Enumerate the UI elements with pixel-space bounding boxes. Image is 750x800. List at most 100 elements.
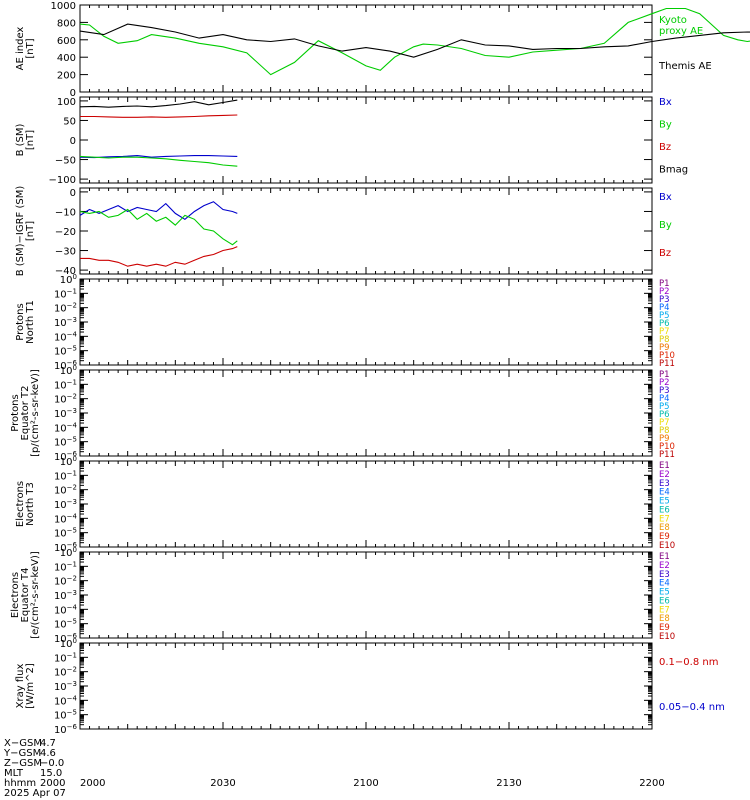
legend-entry: proxy AE <box>659 26 703 37</box>
legend-entry: P5 <box>659 311 670 321</box>
y-tick-label: 10−2 <box>54 302 77 315</box>
legend-entry: P11 <box>659 450 675 460</box>
y-tick-label: 200 <box>57 71 76 82</box>
legend-entry: E5 <box>659 588 670 598</box>
y-tick-label: 10−5 <box>54 345 77 358</box>
y-tick-label: 10−5 <box>54 527 77 540</box>
legend-entry: E2 <box>659 561 670 571</box>
legend-entry: P2 <box>659 378 670 388</box>
legend-entry: E3 <box>659 570 670 580</box>
y-tick-label: −100 <box>49 175 76 186</box>
y-axis-label: Protons <box>10 394 21 431</box>
legend-entry: By <box>659 120 672 131</box>
y-tick-label: 10−2 <box>54 484 77 497</box>
y-tick-label: 10−3 <box>54 680 77 693</box>
legend-entry: E1 <box>659 461 670 471</box>
legend: 0.1−0.8 nm 0.05−0.4 nm <box>659 657 725 713</box>
legend-entry: P3 <box>659 386 670 396</box>
x-tick-label: 2030 <box>210 778 235 789</box>
plot-frame <box>79 278 653 366</box>
series-line-by <box>79 208 238 246</box>
plot-frame <box>79 460 653 548</box>
legend-entry: P6 <box>659 410 670 420</box>
y-axis-label: Protons <box>15 303 26 340</box>
footer-value: 2000 <box>40 778 65 789</box>
legend-entry: E6 <box>659 596 670 606</box>
legend-entry: By <box>659 220 672 231</box>
legend-entry: Bz <box>659 142 671 153</box>
y-axis-label: [e/(cm²-s-sr-keV)] <box>30 551 41 639</box>
series-line-bx <box>79 155 238 159</box>
y-tick-label: 10−5 <box>54 618 77 631</box>
y-tick-label: 10−4 <box>54 694 78 707</box>
panel-2: −100 −50 0 50 100 B (SM) [nT] Bx By Bz Bmag <box>15 96 688 186</box>
footer-value: 4.6 <box>40 748 56 759</box>
y-axis-label: [nT] <box>25 221 36 241</box>
y-tick-label: 1000 <box>51 1 76 12</box>
y-axis-label: North T3 <box>25 482 36 526</box>
y-tick-label: 600 <box>57 36 76 47</box>
legend-entry: E7 <box>659 605 670 615</box>
plot-frame <box>79 551 653 639</box>
legend-entry: P10 <box>659 442 675 452</box>
y-tick-label: 100 <box>60 364 77 377</box>
legend-entry: P7 <box>659 327 670 337</box>
series-line-bmag <box>79 99 238 108</box>
y-tick-label: 100 <box>57 97 76 108</box>
y-axis-label: [nT] <box>25 38 36 58</box>
y-tick-label: 10−4 <box>54 603 78 616</box>
panel-1: 0 200 400 600 800 1000 AE index [nT] Kyotoproxy … <box>15 1 750 99</box>
legend-entry: P8 <box>659 335 670 345</box>
legend-entry: E4 <box>659 488 670 498</box>
y-tick-label: 10−3 <box>54 407 77 420</box>
y-tick-label: −20 <box>55 227 76 238</box>
y-axis-label: B (SM) <box>15 123 26 156</box>
y-axis-label: B (SM)−IGRF (SM) <box>15 186 26 277</box>
y-tick-label: 800 <box>57 18 76 29</box>
y-axis-label: North T1 <box>25 300 36 344</box>
y-tick-label: 10−1 <box>54 651 77 664</box>
plot-frame <box>79 187 653 275</box>
y-tick-label: 50 <box>63 116 76 127</box>
y-tick-label: 400 <box>57 53 76 64</box>
y-tick-label: 10−3 <box>54 589 77 602</box>
y-tick-label: 0 <box>70 136 76 147</box>
y-tick-label: −40 <box>55 266 76 277</box>
legend-entry: P5 <box>659 402 670 412</box>
legend-entry: P8 <box>659 426 670 436</box>
panel-3: −40 −30 −20 −10 0 B (SM)−IGRF (SM) [nT] Bx By Bz <box>15 186 672 277</box>
y-tick-label: 10−2 <box>54 666 77 679</box>
y-axis-label: [nT] <box>25 130 36 150</box>
y-tick-label: 0 <box>70 188 76 199</box>
series-line-by <box>79 155 238 167</box>
y-tick-label: 10−4 <box>54 512 78 525</box>
y-tick-label: 0 <box>70 88 76 99</box>
y-tick-label: 10−2 <box>54 393 77 406</box>
legend-entry: P2 <box>659 287 670 297</box>
legend-entry: E8 <box>659 614 670 624</box>
y-tick-label: 100 <box>60 273 77 286</box>
legend-entry: E9 <box>659 623 670 633</box>
legend-entry: E3 <box>659 479 670 489</box>
legend-entry: E8 <box>659 523 670 533</box>
y-axis-label: Electrons <box>15 481 26 527</box>
legend-entry: E9 <box>659 532 670 542</box>
legend: Bx By Bz <box>659 192 672 259</box>
legend-entry: P3 <box>659 295 670 305</box>
y-tick-label: 100 <box>60 455 77 468</box>
series-line-themis-ae <box>79 23 750 58</box>
plot-frame <box>79 642 653 730</box>
legend-entry: Kyoto <box>659 15 687 26</box>
legend-entry: 0.1−0.8 nm <box>659 657 718 668</box>
footer-label: 2025 Apr 07 <box>4 788 66 799</box>
y-axis-label: [W/m^2] <box>25 663 36 709</box>
y-tick-label: −10 <box>55 207 76 218</box>
y-tick-label: 10−1 <box>54 469 77 482</box>
y-axis-label: Equator T2 <box>20 386 31 441</box>
